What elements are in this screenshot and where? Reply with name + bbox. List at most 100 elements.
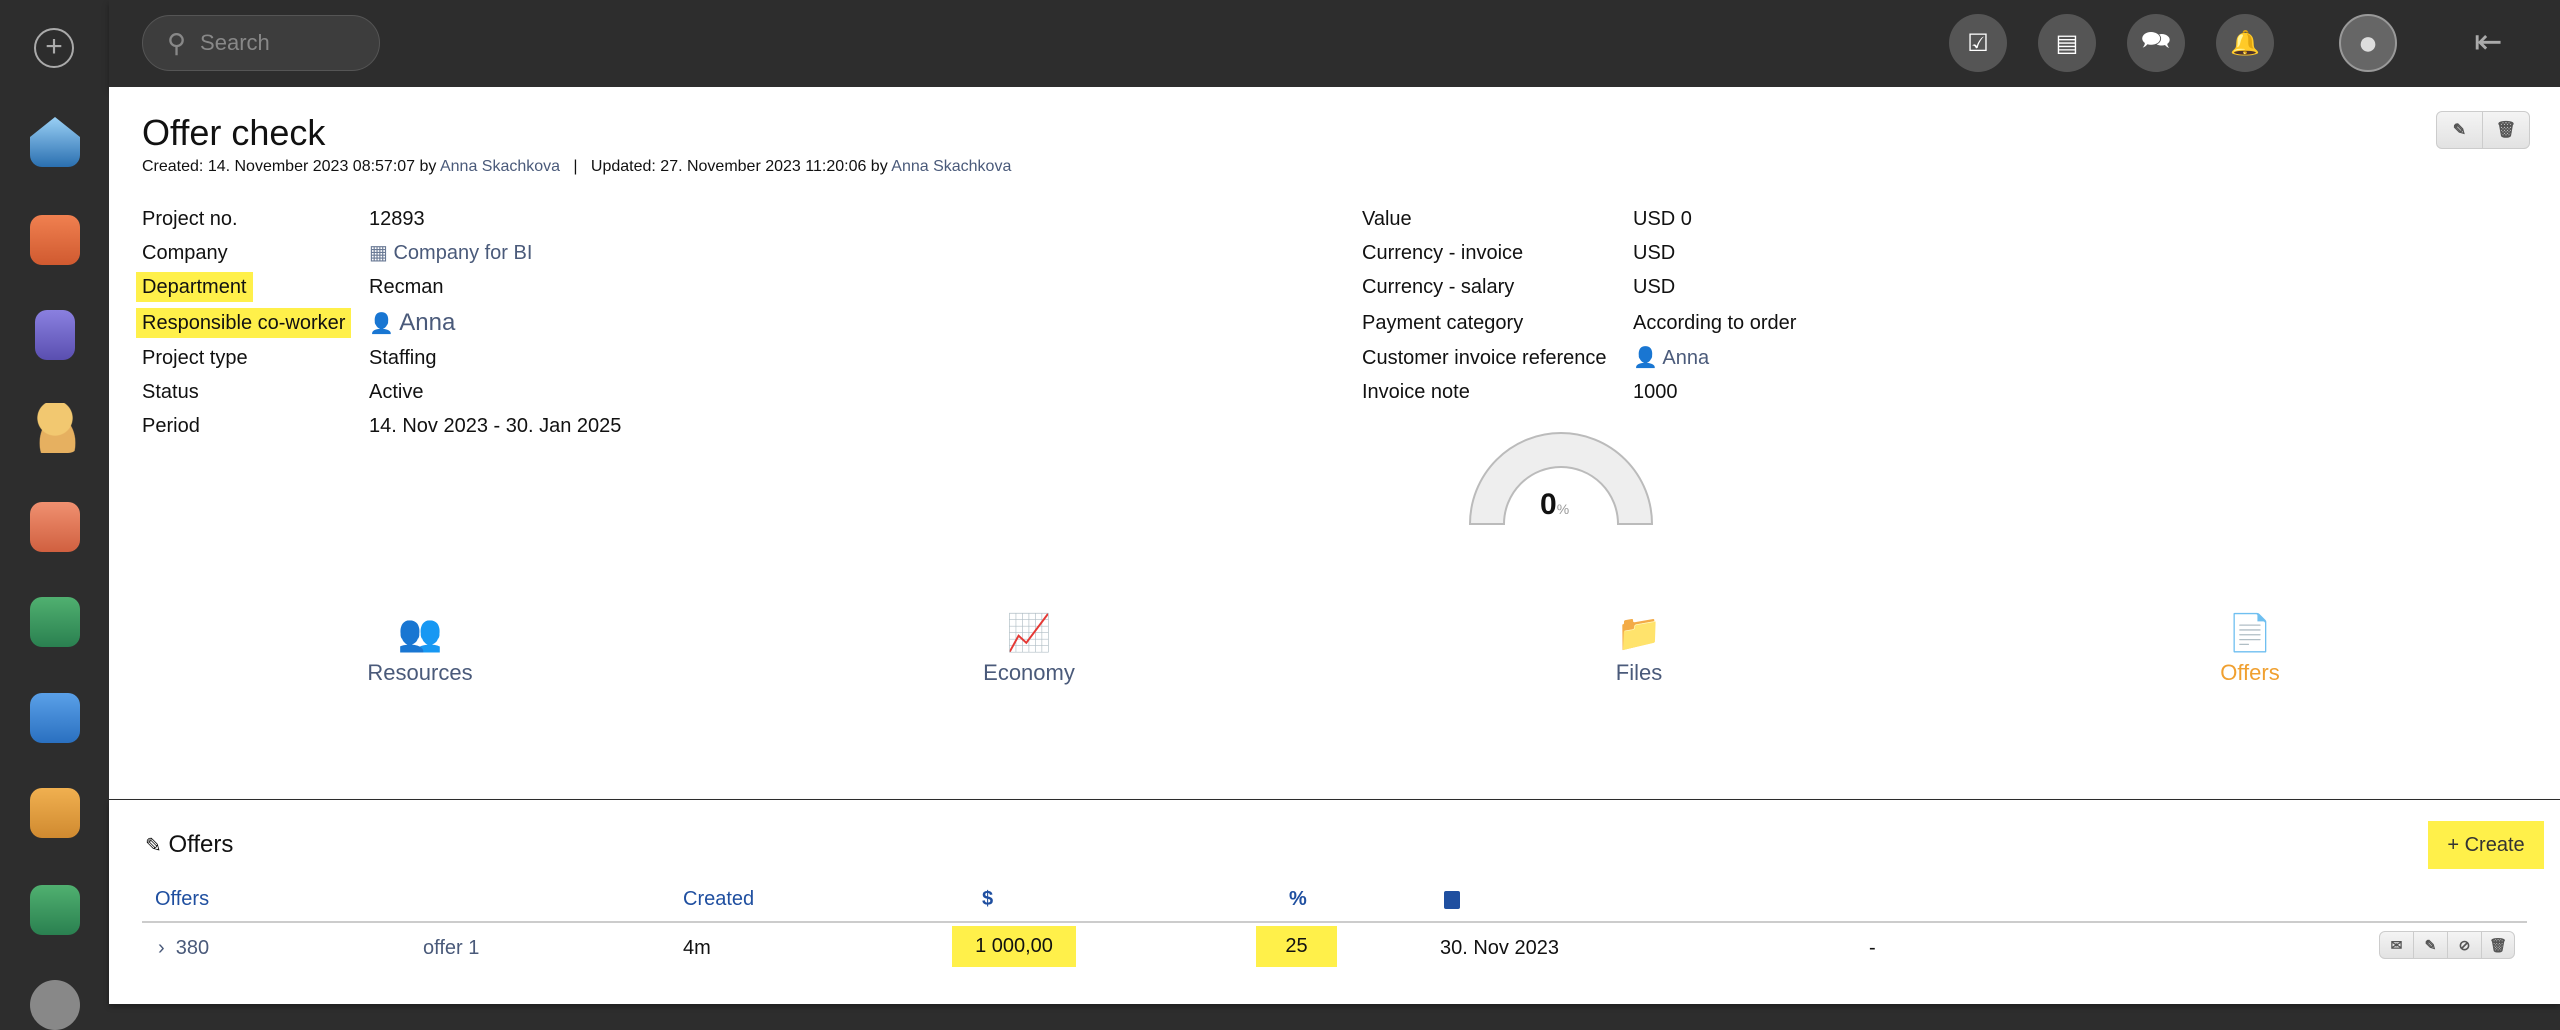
chart-icon[interactable]: [30, 885, 80, 935]
field-label: Customer invoice reference: [1362, 347, 1607, 369]
search-input[interactable]: [200, 30, 351, 56]
column-header-amount[interactable]: $: [982, 888, 994, 910]
timesheet-icon[interactable]: [30, 788, 80, 838]
tab-economy[interactable]: 📈 Economy: [929, 612, 1129, 686]
field-label: Payment category: [1362, 312, 1524, 334]
reference-name: Anna: [1662, 347, 1710, 369]
candidate-search-icon[interactable]: [30, 502, 80, 552]
people-icon[interactable]: [30, 403, 80, 453]
field-label: Company: [142, 242, 228, 264]
chat-button[interactable]: 🗪: [2127, 14, 2185, 72]
person-icon: 👤: [369, 313, 394, 335]
tab-offers[interactable]: 📄 Offers: [2150, 612, 2350, 686]
expand-row[interactable]: › 380: [158, 937, 210, 959]
invoice-reference-link[interactable]: 👤 Anna: [1633, 343, 1709, 373]
search-box[interactable]: ⚲: [142, 15, 380, 71]
inbox-button[interactable]: ▤: [2038, 14, 2096, 72]
building-icon: ▦: [369, 242, 388, 264]
pencil-icon: ✎: [2452, 122, 2467, 139]
user-icon: ●: [2357, 23, 2379, 62]
add-icon[interactable]: +: [34, 28, 74, 68]
offer-date: 30. Nov 2023: [1440, 937, 1559, 959]
tab-files[interactable]: 📁 Files: [1539, 612, 1739, 686]
people-icon: 👥: [397, 612, 443, 653]
updated-label: Updated: 27. November 2023 11:20:06 by: [590, 158, 888, 175]
company-name: Company for BI: [393, 242, 533, 264]
field-value: USD: [1633, 276, 1676, 298]
document-icon: 📄: [2227, 612, 2273, 653]
collapse-icon[interactable]: ⇤: [2474, 23, 2503, 61]
calendar-icon[interactable]: [1444, 891, 1460, 909]
envelope-icon: ✉: [2390, 936, 2403, 953]
field-value: 14. Nov 2023 - 30. Jan 2025: [369, 415, 622, 437]
avatar[interactable]: ●: [2339, 14, 2397, 72]
field-label: Project no.: [142, 208, 238, 230]
card-actions: ✎ 🗑: [2436, 111, 2530, 149]
cancel-button[interactable]: ⊘: [2448, 932, 2482, 958]
field-value: Active: [369, 381, 424, 403]
field-value: 1000: [1633, 381, 1678, 403]
field-label: Period: [142, 415, 200, 437]
tab-resources[interactable]: 👥 Resources: [320, 612, 520, 686]
column-header-created[interactable]: Created: [683, 888, 755, 910]
created-by-link[interactable]: Anna Skachkova: [439, 158, 561, 175]
column-header-offers[interactable]: Offers: [155, 888, 210, 910]
sidebar: +: [0, 0, 109, 1030]
settings-icon[interactable]: [30, 980, 80, 1030]
checkbox-icon: ☑: [1967, 29, 1989, 57]
files-icon: 📁: [1616, 612, 1662, 653]
edit-button[interactable]: ✎: [2437, 112, 2483, 148]
topbar: [109, 0, 2560, 87]
progress-gauge: [1468, 432, 1654, 525]
pencil-icon: ✎: [2424, 936, 2437, 953]
column-header-percent[interactable]: %: [1289, 888, 1307, 910]
edit-note-icon: ✎: [145, 835, 162, 857]
updated-by-link[interactable]: Anna Skachkova: [891, 158, 1012, 175]
notifications-button[interactable]: 🔔: [2216, 14, 2274, 72]
field-label: Department: [136, 272, 253, 302]
field-value: USD: [1633, 242, 1676, 264]
delete-button[interactable]: 🗑: [2483, 112, 2529, 148]
offer-amount: 1 000,00: [952, 926, 1076, 967]
field-label: Status: [142, 381, 199, 403]
field-label: Project type: [142, 347, 248, 369]
home-icon[interactable]: [30, 117, 80, 167]
field-value: Recman: [369, 276, 444, 298]
offer-name-link[interactable]: offer 1: [423, 937, 480, 959]
gauge-value: 0%: [1540, 488, 1570, 521]
created-label: Created: 14. November 2023 08:57:07 by: [142, 158, 437, 175]
chat-icon: 🗪: [2141, 26, 2171, 54]
field-value: Staffing: [369, 347, 437, 369]
ban-icon: ⊘: [2458, 936, 2471, 953]
create-button[interactable]: + Create: [2428, 821, 2544, 869]
offers-title: ✎ Offers: [145, 831, 234, 858]
row-actions: ✉ ✎ ⊘ 🗑: [2379, 931, 2515, 959]
field-label: Responsible co-worker: [136, 308, 352, 338]
bell-icon: 🔔: [2230, 29, 2260, 57]
page-meta: Created: 14. November 2023 08:57:07 by A…: [142, 158, 1011, 176]
person-icon: 👤: [1633, 347, 1658, 369]
search-icon: ⚲: [167, 27, 187, 58]
trash-icon: 🗑: [2495, 122, 2517, 139]
building-icon[interactable]: [35, 310, 75, 360]
chart-icon: 📈: [1006, 612, 1052, 653]
delete-button[interactable]: 🗑: [2482, 932, 2514, 958]
coworker-name: Anna: [399, 309, 456, 336]
calculator-icon[interactable]: [30, 597, 80, 647]
separator: |: [573, 158, 578, 175]
field-label: Invoice note: [1362, 381, 1470, 403]
field-label: Currency - salary: [1362, 276, 1515, 298]
field-label: Currency - invoice: [1362, 242, 1524, 264]
calendar-icon[interactable]: [30, 215, 80, 265]
trash-icon: 🗑: [2489, 936, 2507, 953]
edit-button[interactable]: ✎: [2414, 932, 2448, 958]
email-button[interactable]: ✉: [2380, 932, 2414, 958]
list-icon[interactable]: [30, 693, 80, 743]
inbox-icon: ▤: [2055, 29, 2079, 57]
offers-section: [109, 800, 2560, 1004]
coworker-link[interactable]: 👤 Anna: [369, 308, 455, 338]
company-link[interactable]: ▦ Company for BI: [369, 238, 532, 268]
tasks-button[interactable]: ☑: [1949, 14, 2007, 72]
offer-percent: 25: [1256, 926, 1337, 967]
offer-extra: -: [1869, 937, 1876, 959]
